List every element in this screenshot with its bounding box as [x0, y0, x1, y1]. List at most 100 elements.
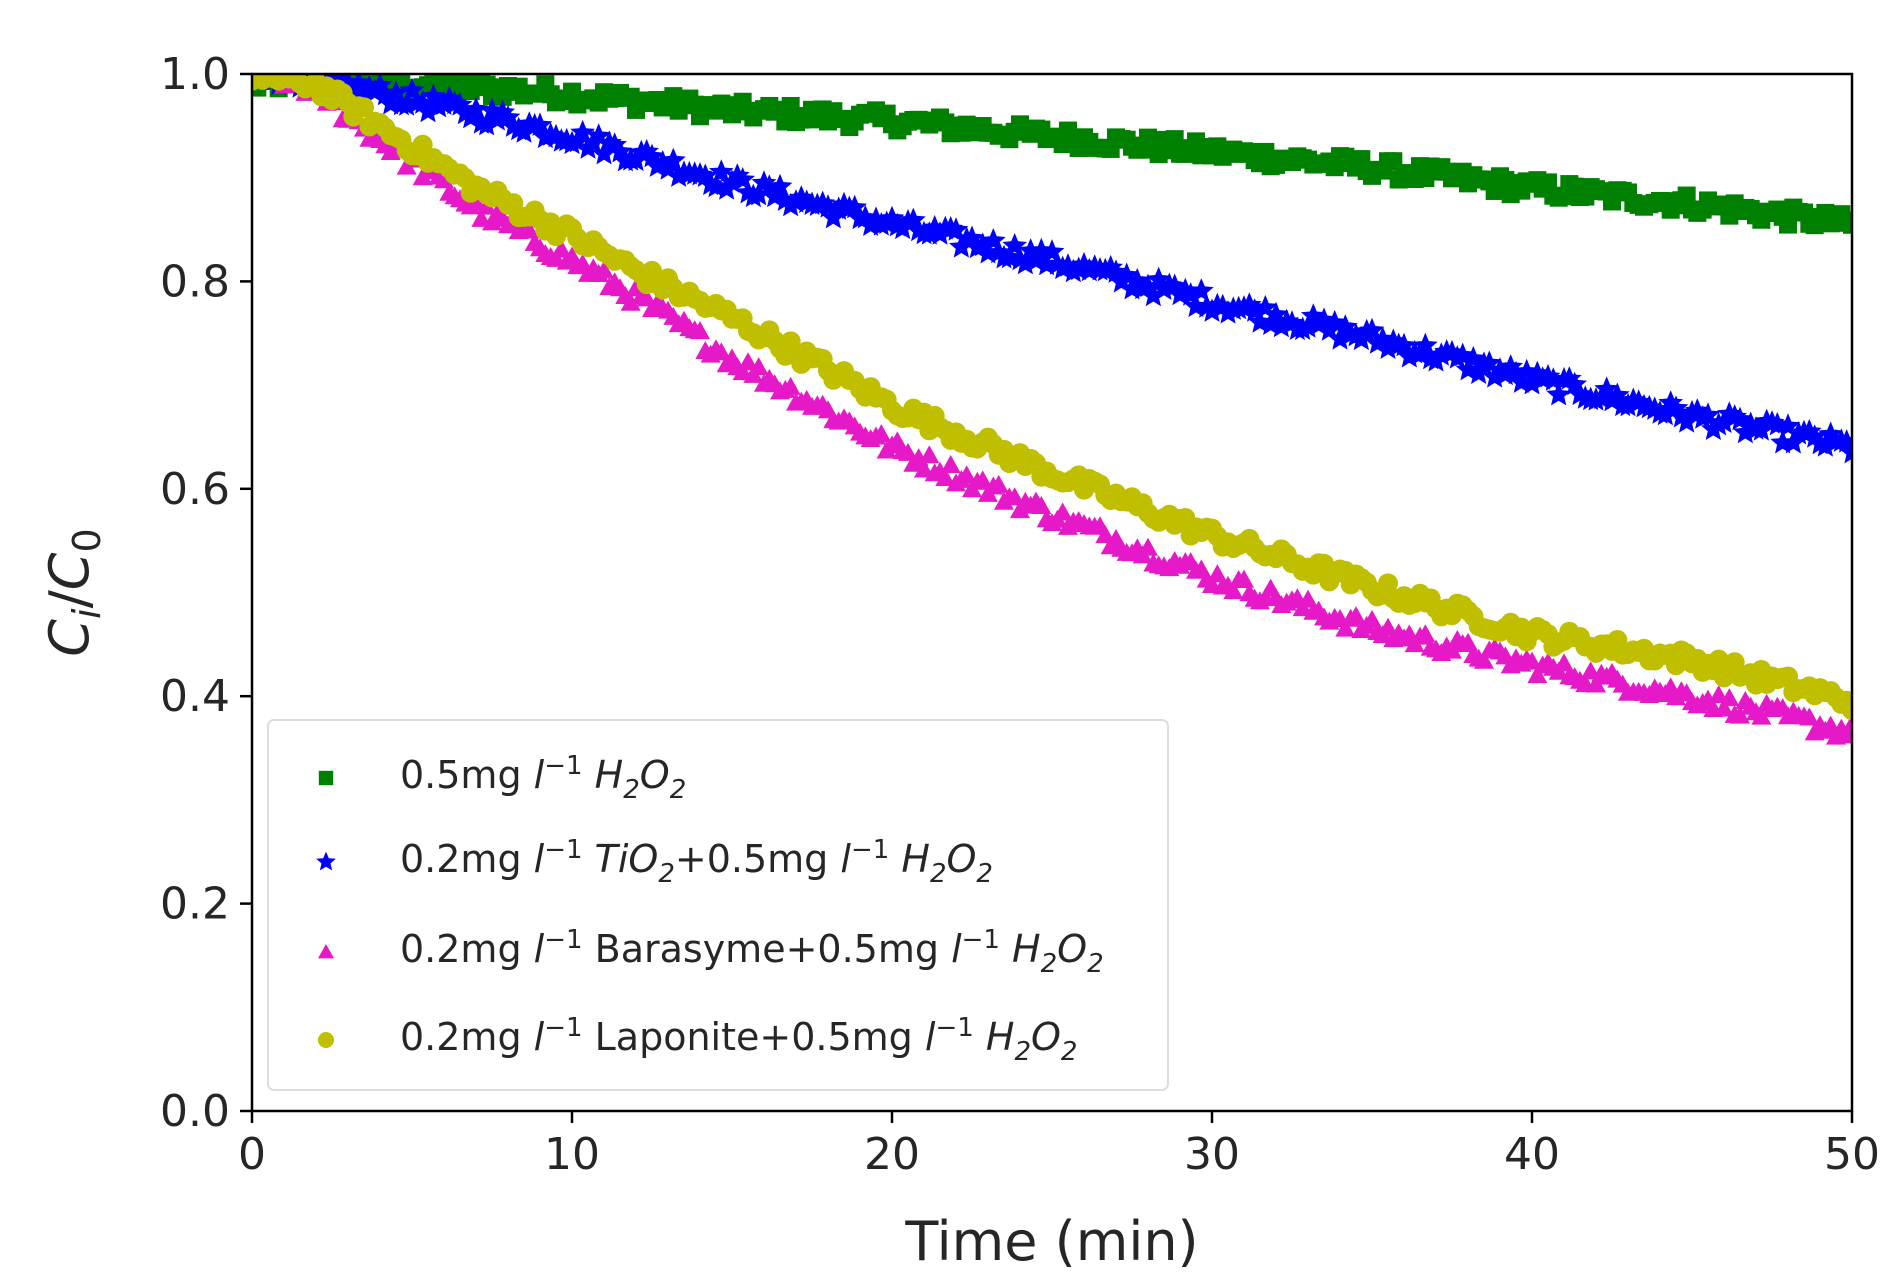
legend-label-part: l [534, 1015, 545, 1059]
data-point [1189, 278, 1214, 302]
data-point [1799, 707, 1820, 726]
data-point [1813, 433, 1838, 457]
legend-label-part: −1 [962, 925, 1000, 955]
legend-label-part: 2 [1041, 949, 1058, 979]
data-point [1586, 674, 1606, 693]
legend-label-part: 2 [1061, 1037, 1078, 1067]
legend-label-part: −1 [544, 1013, 582, 1043]
legend-label-part: Laponite+0.5mg [583, 1015, 925, 1059]
data-point [1335, 618, 1356, 637]
y-tick-label: 0.6 [160, 464, 230, 515]
legend-marker-1 [318, 770, 334, 786]
legend-label-part: 2 [930, 859, 947, 889]
data-point [871, 424, 892, 443]
data-point [471, 208, 492, 227]
legend-label-part: H [986, 1015, 1015, 1059]
x-tick-label: 50 [1824, 1129, 1880, 1180]
data-point [972, 470, 993, 489]
data-point [1834, 429, 1852, 453]
data-point [466, 192, 486, 211]
data-point [988, 474, 1009, 493]
data-point [1223, 581, 1244, 600]
legend-label-part: −1 [935, 1013, 973, 1043]
legend-label-part: l [951, 927, 962, 971]
y-tick-label: 0.4 [160, 671, 230, 722]
data-point [1415, 624, 1436, 643]
legend-label-part: O [946, 837, 976, 881]
data-point [1843, 215, 1852, 234]
y-axis-title-part: 0 [65, 528, 109, 552]
legend-label-part: 2 [670, 775, 687, 805]
data-point [1842, 714, 1852, 733]
legend-label-part: l [925, 1015, 936, 1059]
data-point [919, 445, 940, 464]
legend-label-part: l [840, 837, 851, 881]
legend-label-part: 2 [976, 859, 993, 889]
legend-label-part: H [1012, 927, 1041, 971]
legend-label-part: −1 [544, 925, 582, 955]
data-point [412, 134, 433, 155]
x-tick-label: 40 [1504, 1129, 1560, 1180]
legend-label-part: 2 [658, 859, 675, 889]
data-point [935, 468, 956, 487]
data-point [661, 147, 686, 172]
series-3 [252, 74, 1852, 745]
data-point [780, 376, 801, 395]
legend-label-3: 0.2mg l−1 Barasyme+0.5mg l−1 H2O2 [400, 925, 1104, 979]
legend-label-4: 0.2mg l−1 Laponite+0.5mg l−1 H2O2 [400, 1013, 1077, 1067]
legend-label-part: H [595, 753, 624, 797]
series-2 [252, 74, 1852, 464]
legend-label-part: 0.2mg [400, 837, 534, 881]
legend-label-part: 0.5mg [400, 753, 534, 797]
data-point [1346, 606, 1366, 625]
data-point [914, 459, 934, 478]
y-axis-title-part: i [65, 608, 109, 619]
data-point [1165, 130, 1184, 149]
legend-label-part [583, 753, 595, 797]
y-axis-title-part: C [38, 619, 101, 657]
legend-label-part: l [534, 753, 545, 797]
y-axis-title: Ci/C0 [38, 528, 109, 656]
data-point [1138, 537, 1158, 556]
legend-label-part [974, 1015, 986, 1059]
legend-label-part: 0.2mg [400, 1015, 534, 1059]
legend-box [267, 719, 1169, 1091]
legend-label-part: −1 [544, 835, 582, 865]
series-4 [252, 74, 1852, 721]
data-point [1378, 573, 1398, 594]
legend-marker-2 [316, 851, 336, 871]
legend-label-part [1000, 927, 1012, 971]
data-point [1653, 401, 1678, 426]
axes-frame [250, 72, 1854, 1113]
legend-label-part: 2 [1087, 949, 1104, 979]
legend-marker-4 [318, 1032, 334, 1048]
data-point [1327, 326, 1353, 350]
data-point [1546, 381, 1571, 406]
legend-label-part [583, 837, 595, 881]
data-point [1554, 653, 1574, 672]
legend-label-part: 2 [623, 775, 640, 805]
data-point [746, 181, 771, 206]
legend-label-part: O [1057, 927, 1087, 971]
x-axis-title: Time (min) [904, 1210, 1198, 1273]
legend-label-part: TiO [595, 837, 659, 881]
data-point [1714, 698, 1734, 717]
data-point [956, 465, 977, 484]
data-point [748, 357, 769, 376]
y-axis-title-part: C [38, 552, 101, 590]
data-point [1474, 650, 1494, 669]
data-point [594, 260, 614, 279]
data-point [474, 111, 499, 136]
legend-label-part [889, 837, 901, 881]
data-point [354, 97, 374, 118]
legend-label-part: −1 [544, 751, 582, 781]
legend-marker-3 [318, 944, 334, 959]
legend-label-part: O [1031, 1015, 1061, 1059]
data-point [940, 454, 961, 473]
data-point [1842, 700, 1852, 721]
data-point [1751, 706, 1772, 725]
x-tick-label: 20 [864, 1129, 920, 1180]
data-point [1234, 569, 1254, 588]
